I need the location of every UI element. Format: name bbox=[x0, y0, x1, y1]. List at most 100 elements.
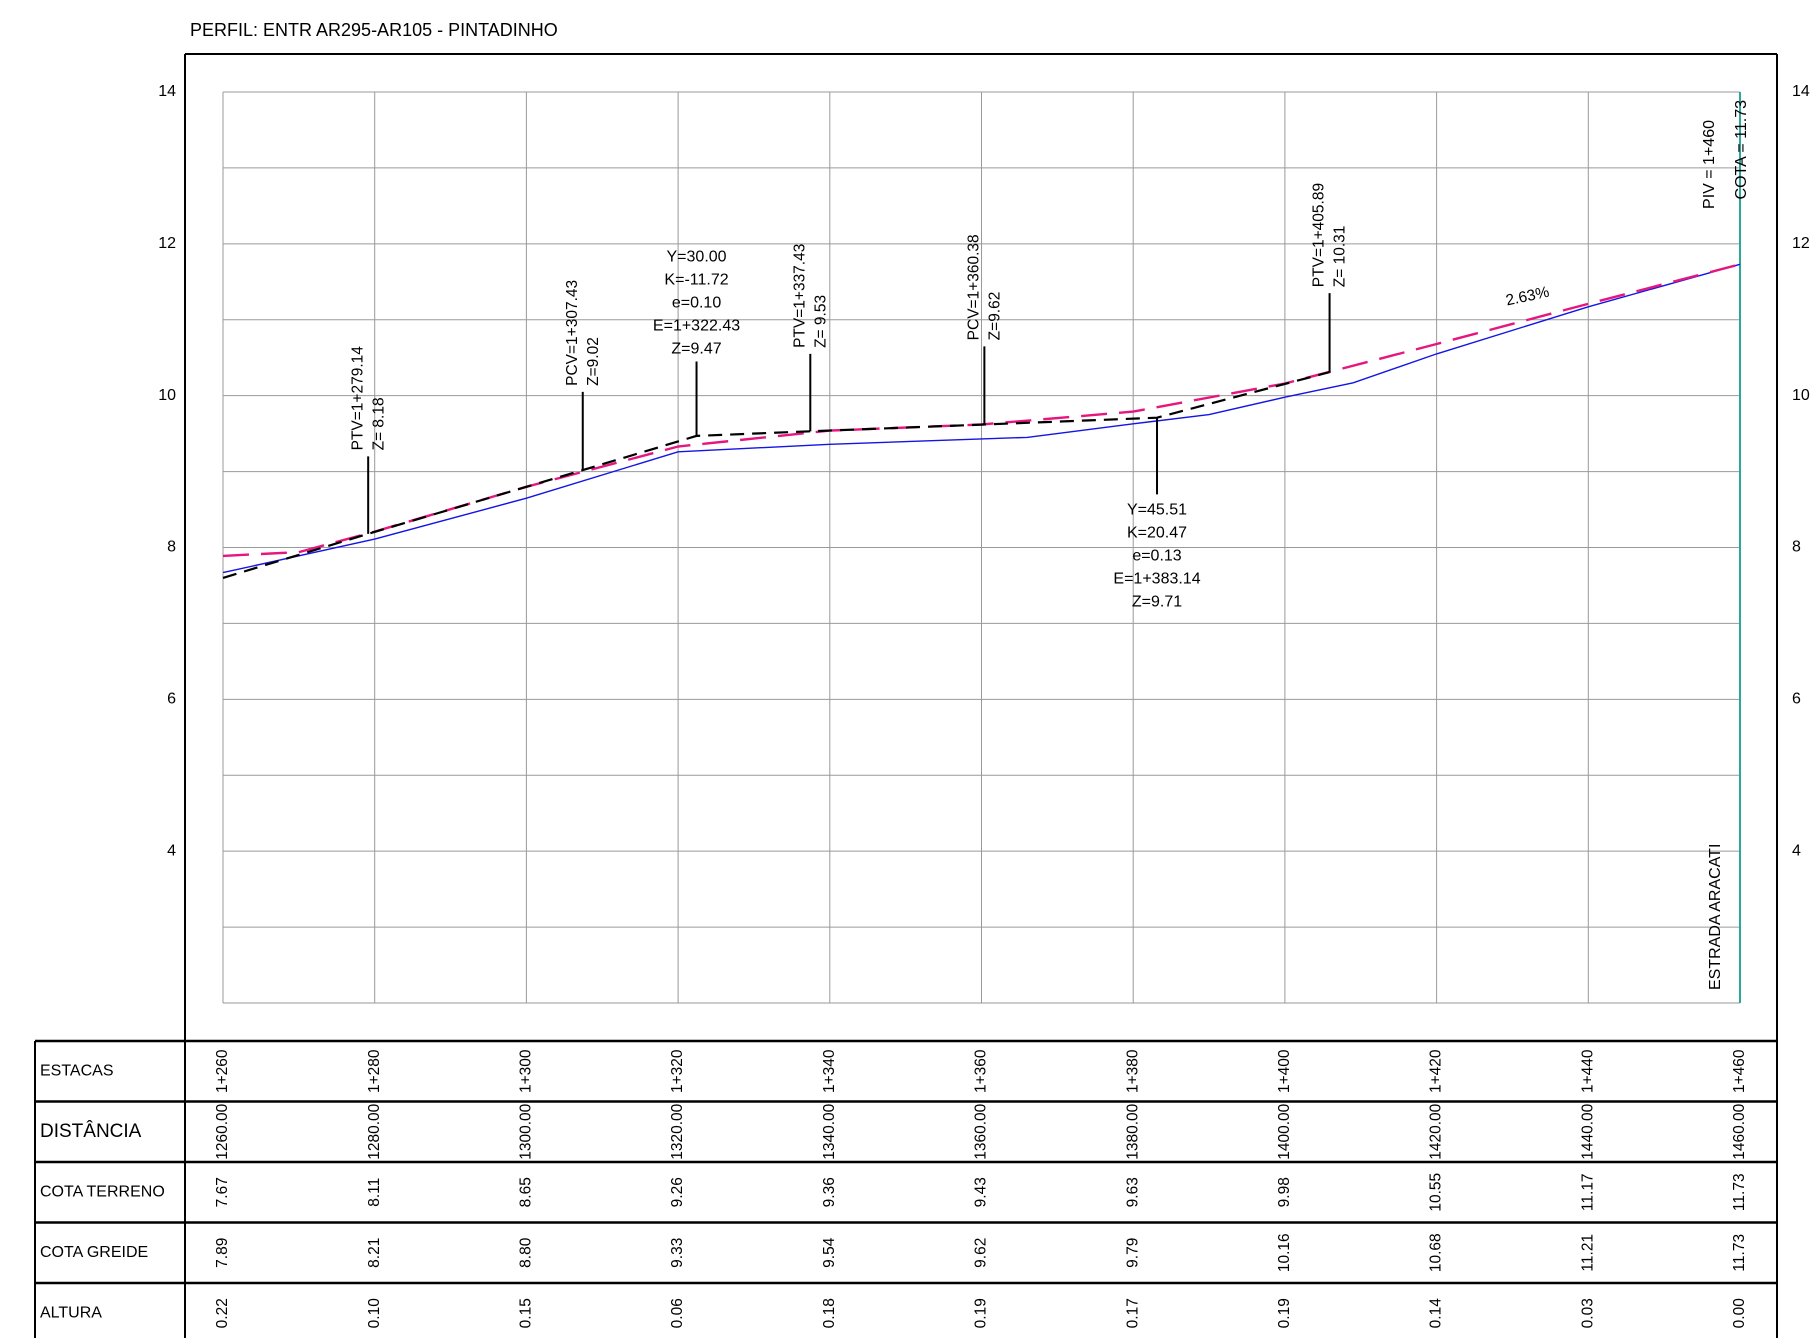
chart-title: PERFIL: ENTR AR295-AR105 - PINTADINHO bbox=[190, 20, 558, 40]
table-cell: 0.14 bbox=[1428, 1298, 1445, 1329]
table-cell: 8.80 bbox=[517, 1237, 534, 1268]
table-cell: 9.63 bbox=[1124, 1177, 1141, 1207]
table-cell: 1+320 bbox=[669, 1049, 686, 1093]
annotation-label: PCV=1+360.38 bbox=[965, 234, 982, 340]
table-cell: 11.73 bbox=[1731, 1173, 1748, 1211]
annotation-label: Z= 8.18 bbox=[370, 397, 387, 450]
annotation-label: E=1+383.14 bbox=[1113, 571, 1200, 588]
table-cell: 9.33 bbox=[669, 1238, 686, 1268]
table-row-label: COTA TERRENO bbox=[40, 1183, 165, 1200]
table-cell: 1300.00 bbox=[517, 1103, 534, 1159]
end-elevation-label: COTA = 11.73 bbox=[1733, 100, 1750, 200]
y-tick-label-left: 6 bbox=[167, 691, 176, 708]
y-tick-label-left: 12 bbox=[158, 235, 176, 252]
annotation-label: e=0.13 bbox=[1132, 548, 1181, 565]
table-cell: 8.11 bbox=[366, 1178, 383, 1207]
y-tick-label-right: 4 bbox=[1792, 842, 1801, 859]
table-cell: 9.26 bbox=[669, 1177, 686, 1207]
annotation-label: PTV=1+405.89 bbox=[1311, 183, 1328, 287]
table-cell: 1+260 bbox=[214, 1049, 231, 1093]
table-cell: 11.73 bbox=[1731, 1234, 1748, 1272]
series-line-terreno bbox=[222, 263, 1741, 574]
table-cell: 0.18 bbox=[821, 1298, 838, 1328]
y-tick-label-left: 14 bbox=[158, 83, 176, 100]
table-cell: 1320.00 bbox=[669, 1103, 686, 1159]
table-cell: 1+300 bbox=[517, 1049, 534, 1093]
table-cell: 1280.00 bbox=[366, 1103, 383, 1159]
series-line-tangentes bbox=[222, 371, 1330, 579]
table-cell: 8.65 bbox=[517, 1177, 534, 1207]
table-cell: 1+440 bbox=[1579, 1049, 1596, 1093]
road-name-label: ESTRADA ARACATI bbox=[1707, 844, 1724, 990]
annotation-label: Y=45.51 bbox=[1127, 502, 1187, 519]
table-cell: 1380.00 bbox=[1124, 1103, 1141, 1159]
table-cell: 0.17 bbox=[1124, 1298, 1141, 1328]
grid bbox=[222, 91, 1741, 1004]
annotation-label: E=1+322.43 bbox=[653, 318, 740, 335]
end-station-label: PIV = 1+460 bbox=[1701, 120, 1718, 209]
annotation-label: Y=30.00 bbox=[667, 249, 727, 266]
table-cell: 9.62 bbox=[973, 1238, 990, 1268]
y-tick-label-right: 12 bbox=[1792, 235, 1810, 252]
table-cell: 1400.00 bbox=[1276, 1103, 1293, 1159]
table-cell: 0.06 bbox=[669, 1298, 686, 1328]
table-cell: 1420.00 bbox=[1428, 1103, 1445, 1159]
table-cell: 0.19 bbox=[1276, 1298, 1293, 1328]
table-row-label: COTA GREIDE bbox=[40, 1244, 148, 1261]
table-cell: 9.36 bbox=[821, 1177, 838, 1207]
y-tick-label-right: 10 bbox=[1792, 387, 1810, 404]
table-cell: 1+360 bbox=[973, 1049, 990, 1093]
annotation-label: Z= 9.53 bbox=[812, 295, 829, 348]
table-cell: 1340.00 bbox=[821, 1103, 838, 1159]
table-cell: 0.03 bbox=[1579, 1298, 1596, 1328]
annotation-label: e=0.10 bbox=[672, 295, 721, 312]
table-cell: 0.19 bbox=[973, 1298, 990, 1328]
y-tick-label-left: 8 bbox=[167, 539, 176, 556]
annotation-label: K=-11.72 bbox=[664, 272, 728, 289]
y-tick-label-left: 4 bbox=[167, 842, 176, 859]
table-cell: 9.54 bbox=[821, 1237, 838, 1268]
y-tick-label-right: 14 bbox=[1792, 83, 1810, 100]
table-cell: 9.43 bbox=[973, 1177, 990, 1207]
table-cell: 1+340 bbox=[821, 1049, 838, 1093]
table-cell: 1260.00 bbox=[214, 1103, 231, 1159]
annotation-label: K=20.47 bbox=[1127, 525, 1187, 542]
annotation-label: PTV=1+337.43 bbox=[791, 244, 808, 348]
table-cell: 1460.00 bbox=[1731, 1103, 1748, 1159]
table-cell: 0.10 bbox=[366, 1298, 383, 1329]
y-tick-label-right: 6 bbox=[1792, 691, 1801, 708]
annotation-label: Z= 10.31 bbox=[1332, 226, 1349, 288]
table-cell: 1+400 bbox=[1276, 1049, 1293, 1093]
table-cell: 7.67 bbox=[214, 1177, 231, 1207]
table-cell: 7.89 bbox=[214, 1238, 231, 1268]
table-cell: 1+420 bbox=[1428, 1049, 1445, 1093]
table-cell: 1+460 bbox=[1731, 1049, 1748, 1093]
table-cell: 0.00 bbox=[1731, 1298, 1748, 1329]
table-cell: 11.21 bbox=[1579, 1234, 1596, 1272]
annotation-label: Z=9.71 bbox=[1132, 594, 1182, 611]
table-row-label: DISTÂNCIA bbox=[40, 1120, 142, 1142]
table-cell: 1+280 bbox=[366, 1049, 383, 1093]
table-cell: 1+380 bbox=[1124, 1049, 1141, 1093]
annotation-label: Z=9.02 bbox=[585, 337, 602, 386]
y-tick-label-left: 10 bbox=[158, 387, 176, 404]
table-cell: 0.15 bbox=[517, 1298, 534, 1328]
table-cell: 10.68 bbox=[1428, 1233, 1445, 1272]
table-cell: 1360.00 bbox=[973, 1103, 990, 1159]
annotation-label: Z=9.62 bbox=[986, 292, 1003, 341]
table-cell: 9.98 bbox=[1276, 1177, 1293, 1207]
table-cell: 11.17 bbox=[1579, 1173, 1596, 1211]
annotation-label: PTV=1+279.14 bbox=[349, 346, 366, 451]
table-cell: 8.21 bbox=[366, 1238, 383, 1268]
slope-label: 2.63% bbox=[1504, 284, 1551, 310]
table-row-label: ALTURA bbox=[40, 1304, 102, 1321]
series-line-greide bbox=[222, 263, 1741, 558]
annotation-label: Z=9.47 bbox=[671, 341, 721, 358]
table-cell: 10.55 bbox=[1428, 1173, 1445, 1212]
annotation-label: PCV=1+307.43 bbox=[564, 280, 581, 386]
table-row-label: ESTACAS bbox=[40, 1062, 114, 1079]
y-tick-label-right: 8 bbox=[1792, 539, 1801, 556]
table-cell: 1440.00 bbox=[1579, 1103, 1596, 1159]
table-cell: 0.22 bbox=[214, 1298, 231, 1328]
